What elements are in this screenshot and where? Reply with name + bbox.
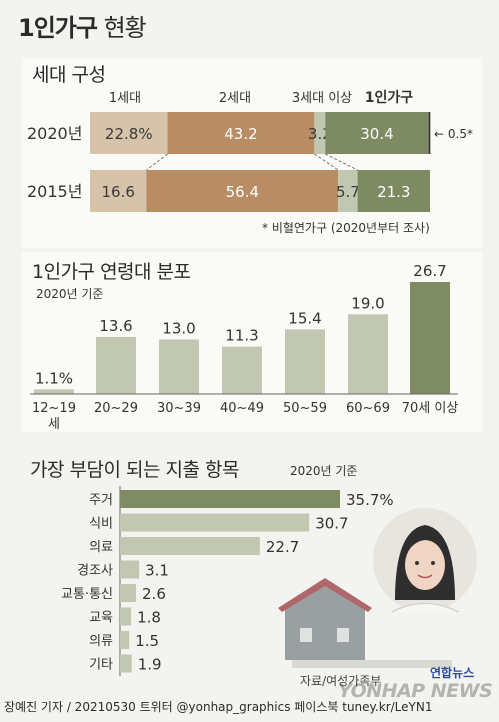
stack-seg-1-3 (357, 170, 430, 212)
legend-1: 2세대 (219, 91, 251, 106)
legend-2: 3세대 이상 (292, 91, 352, 106)
age-bar-3 (222, 346, 262, 394)
household-composition-title: 세대 구성 (32, 64, 106, 86)
exp-bar-1 (120, 513, 310, 532)
age-bar-chart: 1.1% 12~19세 13.6 20~29 13.0 30~39 11.3 40~49 15.… (30, 262, 458, 432)
illustration (278, 508, 477, 668)
exp-cat-4: 교통·통신 (61, 587, 113, 602)
exp-cat-0: 주거 (89, 493, 113, 508)
stack-seg-1-2 (338, 170, 358, 212)
exp-bar-5 (120, 607, 132, 626)
footer-credit: 장예진 기자 / 20210530 트위터 @yonhap_graphics 페… (4, 700, 433, 714)
connector-1 (146, 153, 168, 171)
age-cat-6: 70세 이상 (402, 401, 459, 416)
stack-seg-1-1 (146, 170, 339, 212)
stack-label-0-3: 30.4 (360, 125, 393, 143)
exp-value-4: 2.6 (142, 585, 166, 603)
age-cat-4: 50~59 (283, 401, 327, 416)
exp-bar-7 (120, 654, 132, 673)
age-value-3: 11.3 (225, 327, 258, 345)
exp-value-7: 1.9 (138, 656, 162, 674)
age-cat-1: 20~29 (94, 401, 138, 416)
connector-3 (325, 153, 358, 171)
age-value-5: 19.0 (351, 294, 384, 312)
title-bold: 1인가구 (18, 14, 98, 42)
expense-subtitle: 2020년 기준 (290, 464, 358, 478)
exp-value-5: 1.8 (137, 609, 161, 627)
exp-value-3: 3.1 (145, 562, 169, 580)
age-bar-2 (159, 339, 199, 394)
age-cat-3: 40~49 (220, 401, 264, 416)
exp-value-0: 35.7% (346, 491, 394, 509)
exp-value-6: 1.5 (135, 632, 159, 650)
stack-seg-0-2 (314, 112, 326, 154)
stack-label-1-3: 21.3 (377, 183, 410, 201)
stack-seg-0-4 (428, 112, 431, 154)
legend-3: 1인가구 (365, 89, 414, 106)
stack-label-1-1: 56.4 (226, 183, 259, 201)
age-bar-6 (410, 282, 450, 394)
legend-0: 1세대 (109, 91, 141, 106)
connector-2 (314, 153, 339, 171)
age-cat-0-b: 세 (48, 417, 60, 432)
stack-seg-1-0 (90, 170, 147, 212)
age-value-6: 26.7 (413, 262, 446, 280)
footnote: * 비혈연가구 (2020년부터 조사) (262, 221, 430, 235)
age-cat-2: 30~39 (157, 401, 201, 416)
age-bar-1 (96, 336, 136, 394)
exp-bar-4 (120, 584, 137, 602)
age-cat-5: 60~69 (346, 401, 390, 416)
stack-label-0-0: 22.8% (105, 125, 153, 143)
source-label: 자료/여성가족부 (300, 674, 382, 688)
age-bar-5 (348, 314, 388, 394)
expense-bar-chart: 주거 35.7% 식비 30.7 의료 22.7 경조사 3.1 교통·통신 2.6 교육 1.8 의류… (61, 486, 394, 676)
age-distribution-subtitle: 2020년 기준 (36, 287, 104, 301)
exp-cat-3: 경조사 (77, 564, 113, 579)
exp-bar-3 (120, 560, 140, 579)
row-label-1: 2015년 (27, 182, 82, 201)
stack-label-0-1: 43.2 (224, 125, 257, 143)
exp-cat-2: 의료 (89, 540, 113, 555)
annotation-05: ← 0.5* (434, 127, 473, 141)
exp-cat-6: 의류 (89, 634, 113, 649)
exp-value-2: 22.7 (266, 538, 299, 556)
age-value-2: 13.0 (162, 319, 195, 337)
age-value-4: 15.4 (288, 309, 321, 327)
age-value-0: 1.1% (35, 369, 73, 387)
stack-seg-0-0 (90, 112, 168, 154)
stack-label-1-0: 16.6 (102, 183, 135, 201)
row-label-0: 2020년 (27, 124, 82, 143)
exp-value-1: 30.7 (315, 515, 348, 533)
age-value-1: 13.6 (99, 317, 132, 335)
watermark: YONHAP NEWS (338, 680, 493, 702)
age-bar-0 (34, 389, 74, 394)
title-rest: 현황 (103, 14, 147, 42)
stack-label-1-2: 5.7 (336, 183, 360, 201)
exp-cat-5: 교육 (89, 611, 113, 626)
age-cat-0: 12~19 (32, 401, 76, 416)
exp-bar-2 (120, 537, 260, 555)
exp-bar-0 (120, 490, 340, 508)
house-roof-icon (278, 578, 372, 612)
expense-title: 가장 부담이 되는 지출 항목 (30, 459, 239, 481)
yonhap-logo: 연합뉴스 (430, 666, 475, 680)
stack-seg-0-1 (167, 112, 315, 154)
exp-cat-7: 기타 (89, 658, 113, 673)
page-title: 1인가구 현황 (18, 8, 147, 43)
exp-cat-1: 식비 (89, 517, 113, 532)
house-icon (285, 582, 365, 660)
age-distribution-title: 1인가구 연령대 분포 (32, 261, 191, 283)
age-bar-4 (285, 329, 325, 394)
exp-bar-6 (120, 631, 130, 649)
stack-seg-0-3 (325, 112, 429, 154)
